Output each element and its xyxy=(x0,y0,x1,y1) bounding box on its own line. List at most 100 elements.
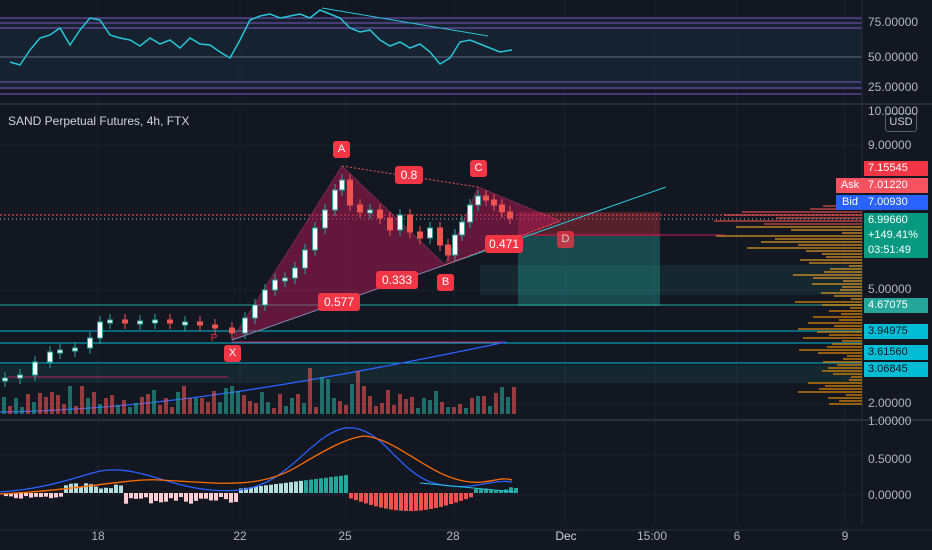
volume-profile-row xyxy=(849,379,862,381)
volume-bar xyxy=(344,405,348,414)
volume-profile-row xyxy=(842,286,862,288)
macd-hist-bar xyxy=(29,493,33,498)
macd-hist-bar xyxy=(499,490,503,493)
ratio-ab[interactable]: 0.333 xyxy=(376,271,418,289)
ratio-xb[interactable]: 0.577 xyxy=(318,293,360,311)
candle-body xyxy=(387,217,393,231)
macd-hist-bar xyxy=(359,493,363,502)
volume-bar xyxy=(56,395,60,414)
volume-bar xyxy=(302,403,306,414)
volume-bar xyxy=(314,407,318,414)
pattern-point-c[interactable]: C xyxy=(470,160,487,177)
candle-body xyxy=(97,321,103,339)
candle-body xyxy=(367,209,373,214)
macd-hist-bar xyxy=(24,493,28,497)
volume-bar xyxy=(38,393,42,414)
volume-profile-row xyxy=(716,235,862,237)
macd-hist-bar xyxy=(299,480,303,493)
volume-bar xyxy=(68,386,72,414)
macd-hist-bar xyxy=(259,485,263,493)
currency-badge[interactable]: USD xyxy=(885,113,917,132)
macd-hist-bar xyxy=(314,478,318,493)
volume-profile-row xyxy=(800,259,862,261)
volume-bar xyxy=(92,392,96,414)
volume-bar xyxy=(176,392,180,414)
candle-body xyxy=(407,214,413,233)
price-label-ask: 7.01220 xyxy=(864,178,928,193)
macd-hist-bar xyxy=(154,493,158,501)
volume-profile-row xyxy=(822,253,862,255)
volume-bar xyxy=(482,396,486,414)
volume-bar xyxy=(362,386,366,414)
macd-hist-bar xyxy=(104,487,108,493)
volume-bar xyxy=(182,386,186,414)
volume-profile-row xyxy=(843,358,862,360)
volume-bar xyxy=(290,398,294,414)
pattern-point-a[interactable]: A xyxy=(333,141,350,158)
macd-hist-bar xyxy=(239,488,243,493)
candle-body xyxy=(491,199,497,206)
ratio-bd[interactable]: 0.471 xyxy=(485,235,523,253)
candle-body xyxy=(459,221,465,236)
candle-body xyxy=(47,351,53,363)
volume-profile-row xyxy=(809,262,862,264)
price-tick-9: 9.00000 xyxy=(868,138,912,152)
candle-body xyxy=(152,319,158,324)
macd-hist-bar xyxy=(149,493,153,504)
volume-bar xyxy=(338,401,342,414)
rsi-tick-25: 25.00000 xyxy=(868,80,919,94)
candle-body xyxy=(17,374,23,379)
candle-body xyxy=(182,321,188,326)
pattern-point-x[interactable]: X xyxy=(224,345,241,362)
candle-body xyxy=(332,189,338,211)
macd-hist-bar xyxy=(114,484,118,493)
volume-profile-row xyxy=(764,223,862,225)
candle-body xyxy=(282,277,288,282)
macd-hist-bar xyxy=(164,493,168,502)
pattern-point-d[interactable]: D xyxy=(557,231,574,248)
volume-bar xyxy=(230,386,234,414)
volume-bar xyxy=(452,407,456,414)
candle-body xyxy=(312,227,318,251)
volume-profile-row xyxy=(828,367,862,369)
macd-hist-bar xyxy=(84,483,88,493)
volume-bar xyxy=(284,406,288,414)
macd-hist-bar xyxy=(39,493,43,498)
macd-hist-bar xyxy=(54,493,58,498)
macd-hist-bar xyxy=(424,493,428,510)
macd-hist-bar xyxy=(214,493,218,501)
stop-zone[interactable] xyxy=(518,212,660,236)
rsi-divergence-line xyxy=(321,7,489,37)
volume-profile-row xyxy=(830,268,862,270)
pivot-marker-p: P xyxy=(210,333,218,344)
target-zone[interactable] xyxy=(518,236,660,306)
candle-body xyxy=(397,214,403,231)
volume-bar xyxy=(272,408,276,414)
volume-bar xyxy=(152,390,156,414)
volume-bar xyxy=(488,406,492,414)
macd-hist-bar xyxy=(394,493,398,511)
macd-hist-bar xyxy=(404,493,408,511)
volume-profile xyxy=(714,205,862,405)
macd-hist-bar xyxy=(254,486,258,493)
volume-bar xyxy=(506,397,510,414)
macd-hist-bar xyxy=(224,493,228,500)
volume-bar xyxy=(374,406,378,414)
volume-profile-row xyxy=(793,274,862,276)
symbol-title[interactable]: SAND Perpetual Futures, 4h, FTX xyxy=(8,114,190,128)
macd-hist-bar xyxy=(329,477,333,493)
volume-bar xyxy=(32,402,36,414)
macd-hist-bar xyxy=(4,493,8,497)
volume-bar xyxy=(410,397,414,414)
pattern-point-b[interactable]: B xyxy=(437,274,454,291)
volume-bar xyxy=(236,391,240,414)
volume-bar xyxy=(146,394,150,414)
candle-body xyxy=(137,320,143,325)
candle-body xyxy=(87,337,93,349)
ratio-ac[interactable]: 0.8 xyxy=(395,166,423,184)
candle-body xyxy=(339,179,345,191)
horizontal-levels xyxy=(0,214,862,378)
candle-body xyxy=(445,244,451,256)
volume-profile-row xyxy=(827,346,862,348)
